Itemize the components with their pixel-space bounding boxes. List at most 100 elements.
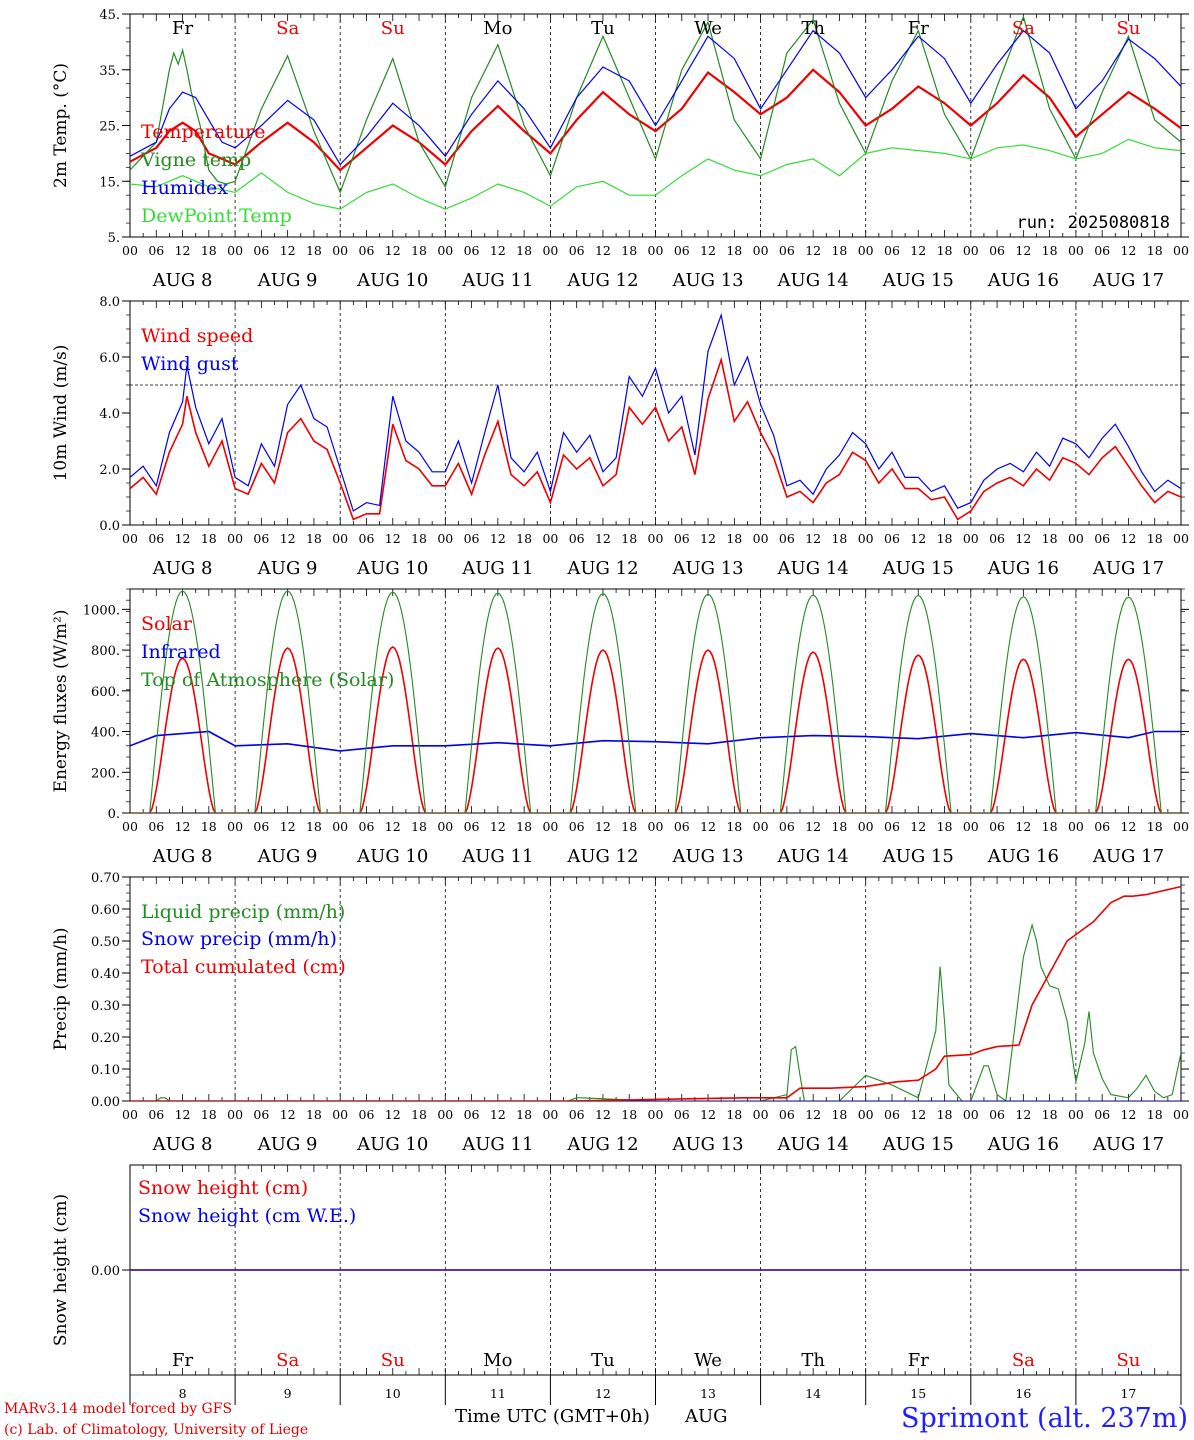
day-name-label: Su <box>1116 1350 1140 1371</box>
hour-label: 06 <box>359 819 375 834</box>
hour-label: 06 <box>148 531 164 546</box>
date-label: AUG 13 <box>671 846 743 867</box>
hour-label: 18 <box>1042 1107 1058 1122</box>
day-number-label: 14 <box>805 1386 821 1401</box>
hour-label: 18 <box>516 531 532 546</box>
hour-label: 06 <box>674 819 690 834</box>
energy-series-top-of-atmosphere-solar- <box>130 590 1181 813</box>
legend-entry: Snow precip (mm/h) <box>141 928 337 950</box>
hour-label: 18 <box>201 531 217 546</box>
date-label: AUG 17 <box>1092 270 1164 291</box>
x-axis-month: AUG <box>684 1406 728 1427</box>
hour-label: 12 <box>1120 531 1136 546</box>
y-tick-label: 45. <box>99 8 120 23</box>
day-name-label: Mo <box>483 1350 512 1371</box>
date-label: AUG 14 <box>777 846 849 867</box>
legend-entry: Snow height (cm W.E.) <box>138 1205 356 1227</box>
y-tick-label: 8.0 <box>99 295 120 310</box>
legend-entry: Wind speed <box>141 325 253 347</box>
day-number-label: 8 <box>179 1386 187 1401</box>
hour-label: 00 <box>227 819 243 834</box>
hour-label: 06 <box>253 1107 269 1122</box>
date-label: AUG 14 <box>777 558 849 579</box>
hour-label: 00 <box>1173 819 1189 834</box>
y-tick-label: 0.40 <box>91 967 120 982</box>
hour-label: 12 <box>175 1107 191 1122</box>
hour-label: 00 <box>542 243 558 258</box>
date-label: AUG 10 <box>356 558 428 579</box>
hour-label: 18 <box>1147 243 1163 258</box>
energy-frame <box>129 588 1182 814</box>
y-tick-label: 1000. <box>83 603 120 618</box>
date-label: AUG 12 <box>566 558 638 579</box>
hour-label: 00 <box>332 819 348 834</box>
legend-entry: Vigne temp <box>140 149 251 171</box>
day-number-label: 11 <box>490 1386 506 1401</box>
hour-label: 18 <box>726 1107 742 1122</box>
x-axis-label: Time UTC (GMT+0h) <box>455 1406 650 1427</box>
hour-label: 12 <box>175 243 191 258</box>
hour-label: 18 <box>1042 243 1058 258</box>
hour-label: 00 <box>858 1107 874 1122</box>
hour-label: 00 <box>437 819 453 834</box>
y-tick-label: 0.20 <box>91 1031 120 1046</box>
station-name: Sprimont (alt. 237m) <box>901 1403 1188 1434</box>
day-name-label: Sa <box>1012 18 1035 39</box>
hour-label: 06 <box>359 531 375 546</box>
hour-label: 18 <box>306 819 322 834</box>
hour-label: 12 <box>700 531 716 546</box>
hour-label: 06 <box>884 1107 900 1122</box>
hour-label: 00 <box>648 1107 664 1122</box>
energy-series-solar <box>130 646 1181 813</box>
precip-series-total-cumulated-cm- <box>130 885 1181 1101</box>
y-tick-label: 25. <box>99 120 120 135</box>
precip-y-axis-label: Precip (mm/h) <box>51 927 71 1050</box>
hour-label: 00 <box>963 531 979 546</box>
y-tick-label: 35. <box>99 64 120 79</box>
day-name-label: Sa <box>276 1350 299 1371</box>
y-tick-label: 0.00 <box>91 1095 120 1110</box>
legend-entry: Temperature <box>141 121 265 143</box>
precip-series-liquid-precip-mm-h- <box>130 922 1181 1101</box>
day-name-label: Fr <box>172 18 193 39</box>
date-label: AUG 12 <box>566 1134 638 1155</box>
y-tick-label: 0. <box>108 807 120 822</box>
hour-label: 00 <box>437 243 453 258</box>
hour-label: 06 <box>253 819 269 834</box>
hour-label: 00 <box>858 531 874 546</box>
y-tick-label: 0.00 <box>91 1264 120 1279</box>
hour-label: 06 <box>779 819 795 834</box>
wind-y-axis-label: 10m Wind (m/s) <box>51 345 71 482</box>
hour-label: 12 <box>595 243 611 258</box>
hour-label: 06 <box>779 531 795 546</box>
hour-label: 00 <box>753 531 769 546</box>
hour-label: 12 <box>910 819 926 834</box>
hour-label: 06 <box>148 243 164 258</box>
hour-label: 12 <box>1120 819 1136 834</box>
hour-label: 00 <box>753 1107 769 1122</box>
hour-label: 12 <box>910 531 926 546</box>
day-number-label: 9 <box>284 1386 292 1401</box>
y-tick-label: 5. <box>108 231 120 246</box>
hour-label: 18 <box>306 1107 322 1122</box>
precip-panel: 0.00 0.10 0.20 0.30 0.40 0.50 0.60 0.70 Precip (… <box>51 871 1189 1155</box>
hour-label: 06 <box>884 819 900 834</box>
wind-series-wind-speed <box>130 356 1181 521</box>
y-tick-label: 800. <box>91 644 120 659</box>
hour-label: 18 <box>621 1107 637 1122</box>
hour-label: 00 <box>1068 531 1084 546</box>
hour-label: 18 <box>411 243 427 258</box>
y-tick-label: 15. <box>99 175 120 190</box>
day-name-label: Fr <box>908 1350 929 1371</box>
hour-label: 06 <box>464 819 480 834</box>
hour-label: 12 <box>1120 1107 1136 1122</box>
hour-label: 00 <box>963 1107 979 1122</box>
date-label: AUG 9 <box>257 1134 318 1155</box>
hour-label: 06 <box>884 531 900 546</box>
y-tick-label: 400. <box>91 726 120 741</box>
y-tick-label: 200. <box>91 766 120 781</box>
snow-y-axis-label: Snow height (cm) <box>51 1194 71 1346</box>
date-label: AUG 8 <box>152 846 213 867</box>
hour-label: 00 <box>332 243 348 258</box>
y-tick-label: 0.60 <box>91 903 120 918</box>
